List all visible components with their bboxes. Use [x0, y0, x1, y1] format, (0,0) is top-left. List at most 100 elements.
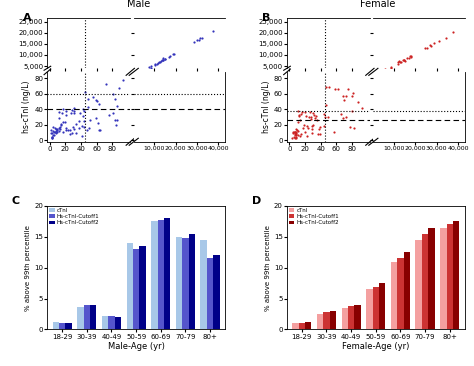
Point — [83, 127, 91, 133]
Point — [325, 114, 332, 120]
Point — [301, 109, 309, 115]
Point — [134, 70, 142, 76]
Point — [322, 84, 330, 90]
Point — [94, 120, 101, 126]
Point — [290, 134, 298, 140]
Bar — [83, 305, 90, 329]
Bar — [366, 289, 373, 329]
Point — [313, 117, 321, 123]
Point — [382, 67, 389, 72]
Point — [96, 128, 104, 134]
Point — [64, 127, 72, 132]
Point — [120, 78, 128, 83]
Point — [156, 59, 164, 64]
Point — [55, 109, 62, 115]
Title: Male: Male — [127, 0, 150, 10]
Bar — [330, 311, 336, 329]
Point — [92, 115, 100, 121]
Point — [292, 130, 300, 135]
Point — [315, 126, 323, 132]
Y-axis label: hs-cTnI (ng/L): hs-cTnI (ng/L) — [22, 81, 31, 133]
Point — [332, 86, 339, 92]
Point — [375, 70, 383, 76]
Point — [311, 116, 319, 122]
Point — [53, 126, 60, 132]
Point — [325, 84, 333, 90]
Point — [401, 58, 409, 64]
Point — [407, 55, 415, 60]
Y-axis label: hs-cTnI (ng/L): hs-cTnI (ng/L) — [262, 81, 271, 133]
Point — [288, 135, 296, 141]
Point — [306, 109, 314, 115]
Point — [73, 130, 80, 136]
Bar — [133, 249, 139, 329]
Point — [397, 60, 404, 66]
Point — [56, 126, 64, 132]
Point — [209, 28, 217, 34]
Point — [80, 108, 87, 113]
Point — [358, 105, 365, 111]
Point — [170, 51, 177, 57]
Point — [92, 97, 100, 103]
Point — [310, 112, 318, 117]
Point — [316, 131, 323, 137]
Bar — [379, 283, 385, 329]
Bar — [65, 323, 72, 329]
Point — [375, 71, 383, 76]
Point — [294, 128, 302, 134]
Point — [155, 59, 163, 65]
Bar — [139, 246, 146, 329]
Point — [335, 86, 342, 92]
Point — [49, 124, 56, 130]
Point — [397, 59, 404, 65]
Point — [159, 57, 166, 63]
Point — [50, 132, 58, 138]
Point — [59, 119, 67, 125]
Point — [394, 61, 402, 67]
Point — [72, 122, 80, 127]
Point — [292, 126, 300, 132]
Point — [137, 70, 145, 76]
Bar — [348, 306, 355, 329]
Point — [374, 72, 381, 78]
Point — [294, 132, 302, 138]
Bar — [355, 305, 361, 329]
Point — [304, 123, 311, 129]
Bar — [77, 307, 83, 329]
Point — [135, 70, 142, 76]
Bar — [428, 228, 435, 329]
Bar — [127, 243, 133, 329]
Point — [292, 134, 300, 140]
Point — [320, 123, 328, 129]
Point — [165, 54, 173, 60]
Point — [109, 110, 117, 116]
Point — [152, 61, 159, 67]
Point — [197, 36, 204, 41]
Point — [66, 131, 74, 137]
Point — [95, 127, 103, 132]
Point — [191, 39, 198, 45]
Point — [139, 68, 147, 74]
Legend: cTnI, Hs-cTnI-Cutoff1, Hs-cTnI-Cutoff2: cTnI, Hs-cTnI-Cutoff1, Hs-cTnI-Cutoff2 — [48, 207, 100, 226]
Bar — [115, 317, 121, 329]
Point — [161, 56, 169, 62]
Point — [70, 110, 78, 116]
Point — [137, 68, 145, 74]
Point — [308, 126, 316, 132]
Point — [449, 30, 457, 36]
Point — [162, 56, 169, 62]
Point — [54, 129, 61, 135]
Point — [48, 134, 55, 140]
Point — [376, 70, 384, 76]
Point — [342, 114, 350, 120]
Point — [111, 117, 119, 123]
Point — [339, 115, 347, 121]
Bar — [323, 312, 330, 329]
Point — [301, 129, 309, 135]
Point — [114, 103, 121, 109]
Point — [139, 69, 146, 75]
Point — [71, 126, 78, 132]
Bar — [213, 255, 220, 329]
Point — [381, 67, 388, 73]
Point — [80, 118, 88, 124]
